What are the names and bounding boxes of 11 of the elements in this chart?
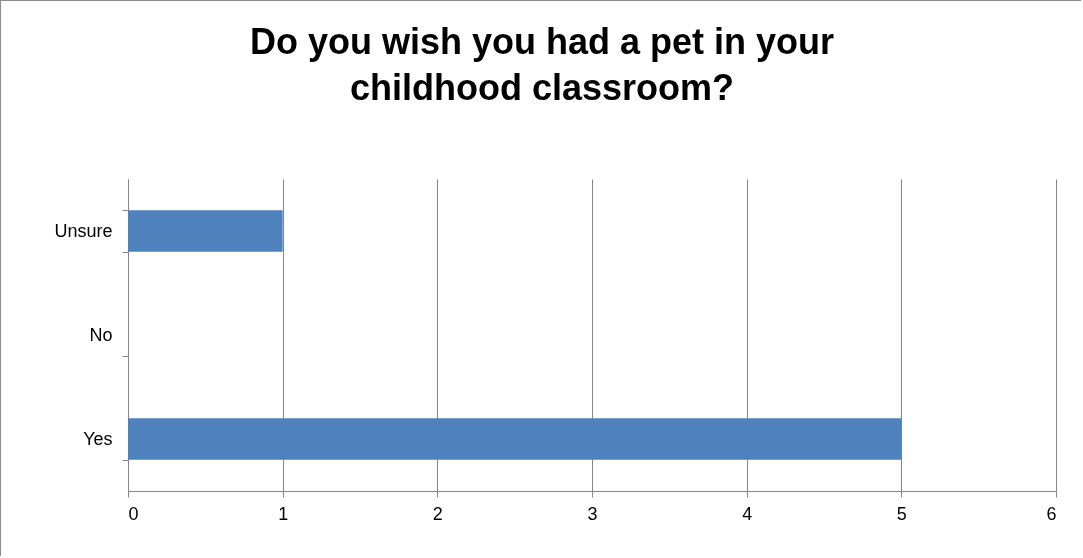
x-tick-label: 4 [742, 503, 753, 524]
chart-title: Do you wish you had a pet in your childhood classroom? [249, 21, 835, 108]
y-tick-label: No [89, 324, 113, 345]
x-tick-label: 5 [896, 503, 907, 524]
y-tick-label: Yes [83, 428, 113, 449]
x-tick-label: 3 [587, 503, 598, 524]
x-tick-label: 0 [128, 503, 139, 524]
x-tick-label: 6 [1046, 503, 1057, 524]
x-tick-label: 1 [278, 503, 289, 524]
x-tick-label: 2 [432, 503, 443, 524]
y-tick-label: Unsure [54, 220, 113, 241]
